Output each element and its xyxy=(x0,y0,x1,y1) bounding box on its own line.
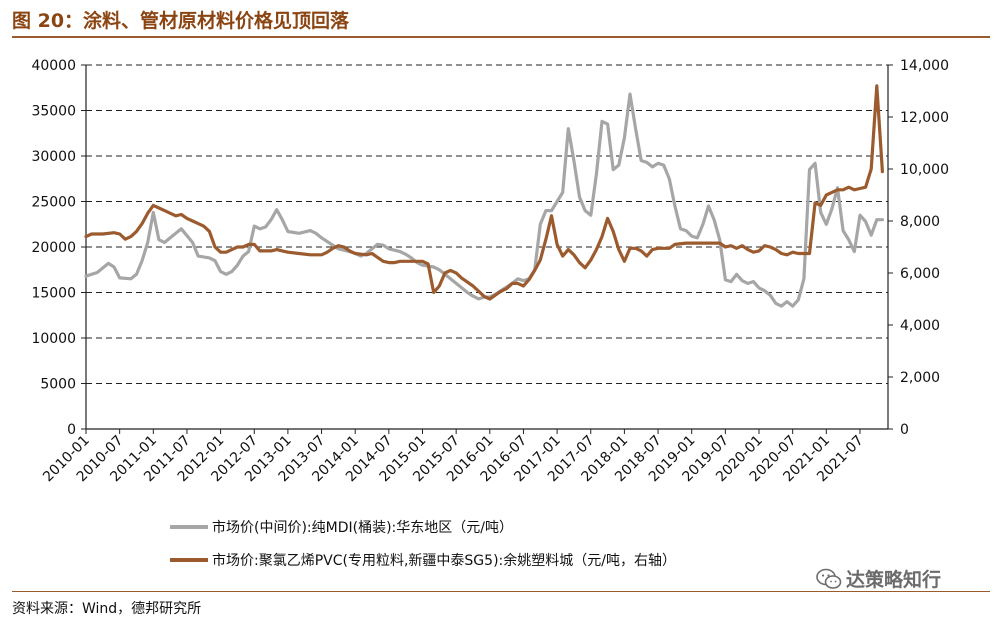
series-line-mdi xyxy=(84,92,884,308)
grid-lines xyxy=(86,64,888,384)
series-line-pvc xyxy=(84,84,884,301)
y-right-tick-label: 14,000 xyxy=(900,58,949,74)
y-right-tick-label: 12,000 xyxy=(900,110,949,126)
y-right-tick-label: 8,000 xyxy=(900,214,940,230)
y-left-tick-label: 15000 xyxy=(31,286,76,302)
y-right-tick-label: 10,000 xyxy=(900,162,949,178)
y-right-tick-label: 6,000 xyxy=(900,266,940,282)
source-divider xyxy=(12,591,990,592)
y-left-tick-label: 10000 xyxy=(31,331,76,347)
y-left-tick-label: 0 xyxy=(67,422,76,438)
y-left-tick-label: 25000 xyxy=(31,195,76,211)
series-lines xyxy=(84,84,884,308)
source-note: 资料来源：Wind，德邦研究所 xyxy=(12,601,202,617)
y-left-tick-label: 30000 xyxy=(31,149,76,165)
legend-label-pvc: 市场价:聚氯乙烯PVC(专用粒料,新疆中泰SG5):余姚塑料城（元/吨，右轴） xyxy=(212,552,676,569)
y-left-tick-label: 5000 xyxy=(40,377,76,393)
legend-label-mdi: 市场价(中间价):纯MDI(桶装):华东地区（元/吨） xyxy=(212,519,513,536)
watermark-text: 达策略知行 xyxy=(846,569,942,591)
y-right-tick-label: 0 xyxy=(900,422,909,438)
wechat-icon xyxy=(816,568,842,589)
chart: 0 5000 10000 15000 20000 25000 30000 35000 40000… xyxy=(31,58,949,569)
title-divider xyxy=(12,36,990,38)
figure-title: 图 20：涂料、管材原材料价格见顶回落 xyxy=(12,10,350,32)
y-left-tick-label: 20000 xyxy=(31,240,76,256)
y-right-tick-label: 2,000 xyxy=(900,370,940,386)
y-left-tick-label: 40000 xyxy=(31,58,76,74)
y-right-tick-label: 4,000 xyxy=(900,318,940,334)
legend: 市场价(中间价):纯MDI(桶装):华东地区（元/吨） 市场价:聚氯乙烯PVC(… xyxy=(170,519,676,569)
watermark: 达策略知行 xyxy=(816,565,941,592)
axes: 0 5000 10000 15000 20000 25000 30000 35000 40000… xyxy=(31,58,949,485)
y-left-tick-label: 35000 xyxy=(31,104,76,120)
